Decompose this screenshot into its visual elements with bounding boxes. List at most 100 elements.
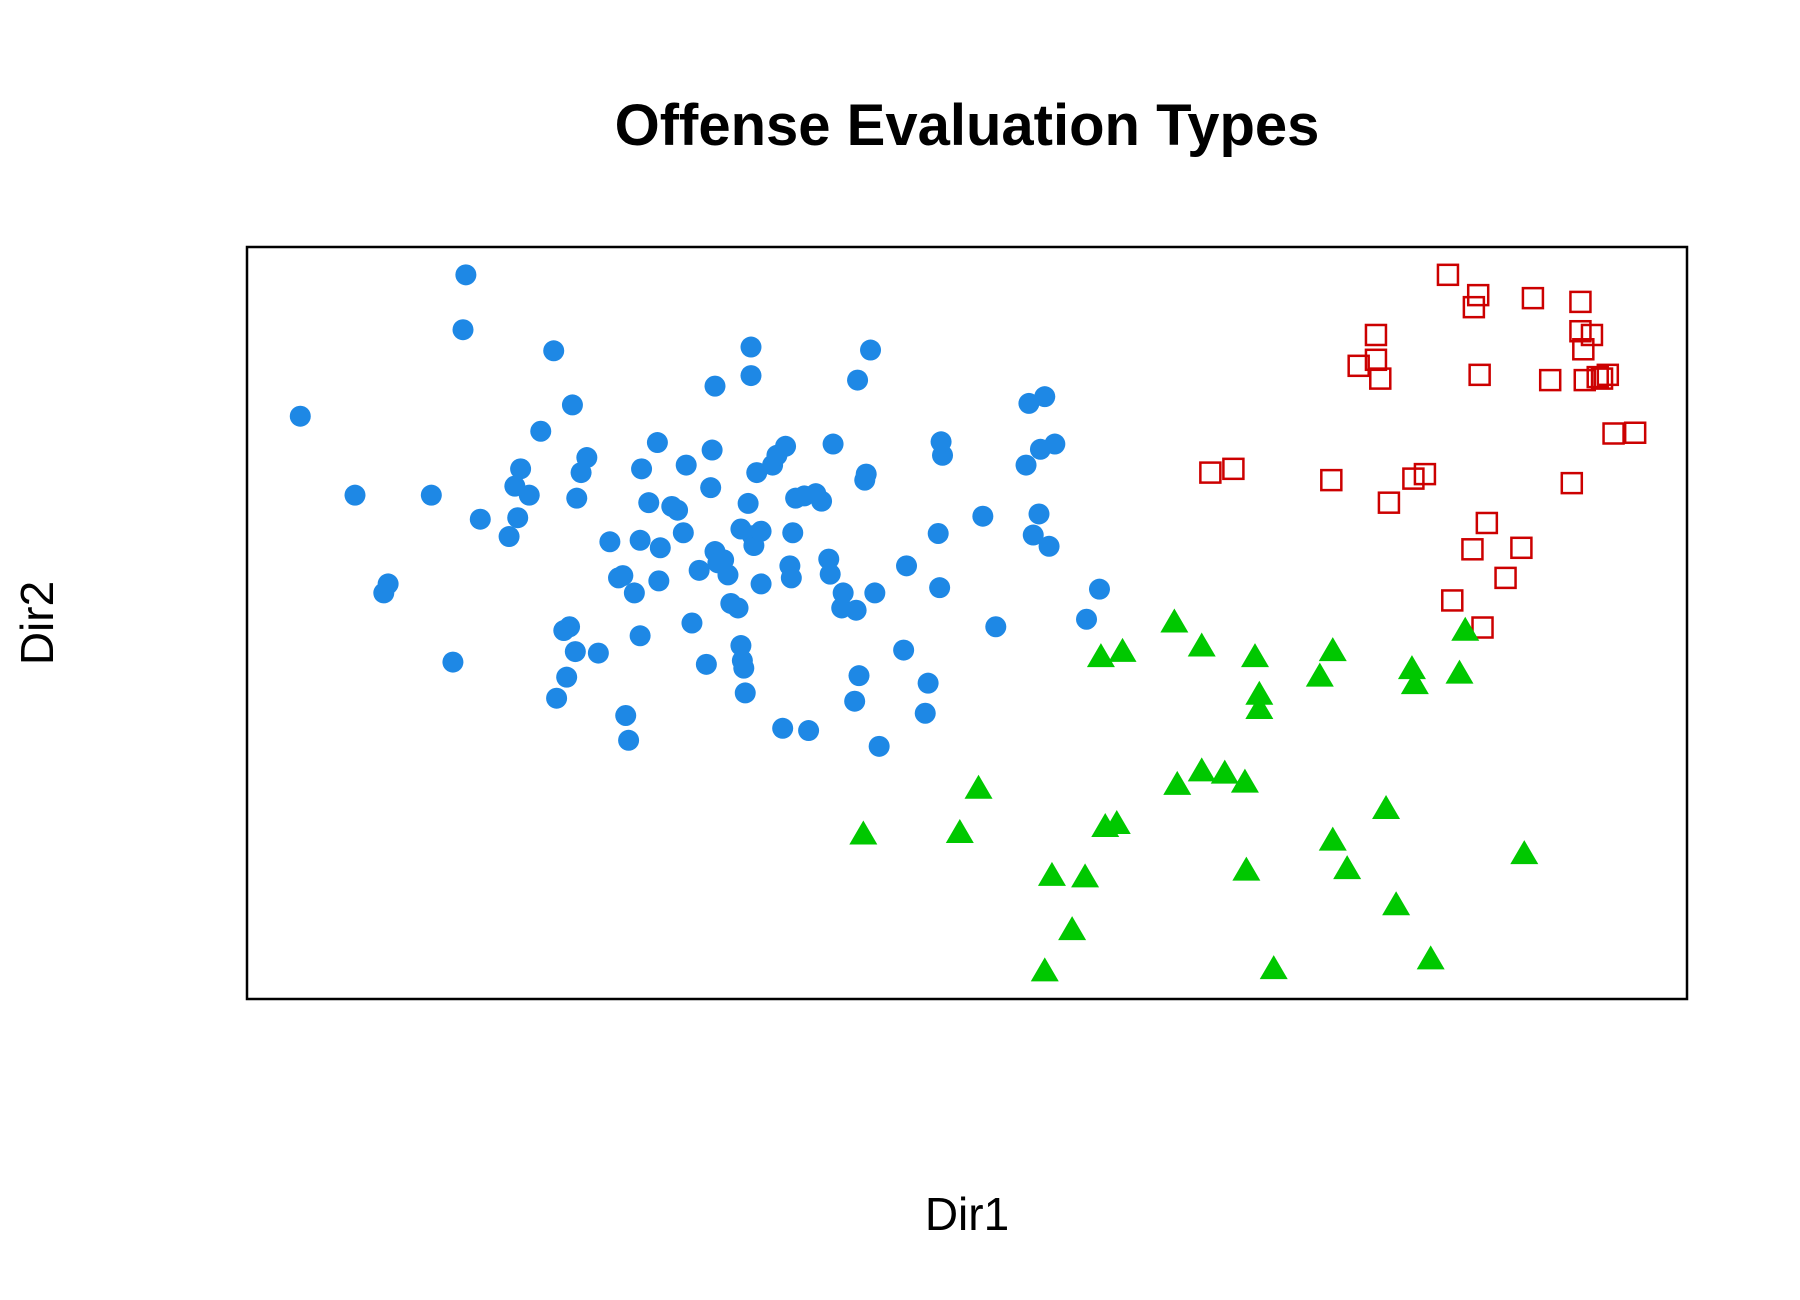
blue-circle-point xyxy=(896,555,918,577)
blue-circle-point xyxy=(615,704,637,726)
red-square-point xyxy=(1369,367,1392,390)
blue-circle-point xyxy=(648,570,670,592)
red-square-point xyxy=(1413,462,1437,486)
blue-circle-point xyxy=(546,687,568,709)
blue-circle-point xyxy=(717,564,739,586)
green-triangle-point xyxy=(1259,955,1288,980)
green-triangle-point xyxy=(1102,810,1131,835)
red-square-point xyxy=(1466,283,1490,307)
red-square-point xyxy=(1538,368,1562,392)
red-square-point xyxy=(1475,511,1499,535)
blue-circle-point xyxy=(681,612,703,634)
blue-circle-point xyxy=(914,702,936,724)
blue-circle-point xyxy=(587,642,609,664)
red-square-point xyxy=(1560,471,1584,495)
blue-circle-point xyxy=(518,484,540,506)
blue-circle-point xyxy=(629,529,651,551)
chart-title: Offense Evaluation Types xyxy=(615,93,1320,158)
blue-circle-point xyxy=(811,490,833,512)
blue-circle-point xyxy=(344,484,366,506)
blue-circle-point xyxy=(688,559,710,581)
green-triangle-point xyxy=(1372,794,1401,819)
blue-circle-point xyxy=(822,433,844,455)
green-triangle-point xyxy=(1210,759,1239,784)
green-triangle-point xyxy=(1030,957,1059,982)
green-triangle-point xyxy=(1071,863,1100,888)
blue-circle-point xyxy=(750,520,772,542)
red-square-point xyxy=(1569,319,1592,343)
blue-circle-point xyxy=(469,508,491,530)
blue-circle-point xyxy=(1088,578,1110,600)
blue-circle-point xyxy=(618,729,640,751)
blue-circle-point xyxy=(868,735,890,757)
blue-circle-point xyxy=(420,484,442,506)
blue-circle-point xyxy=(737,492,759,514)
blue-circle-point xyxy=(576,447,598,469)
blue-circle-point xyxy=(442,651,464,673)
blue-circle-point xyxy=(623,582,645,604)
blue-circle-point xyxy=(734,682,756,704)
blue-circle-point xyxy=(818,548,840,570)
blue-circle-point xyxy=(530,420,552,442)
blue-circle-point xyxy=(847,369,869,391)
blue-circle-point xyxy=(455,264,477,286)
blue-circle-point xyxy=(629,625,651,647)
blue-circle-point xyxy=(510,458,532,480)
blue-circle-point xyxy=(1076,608,1098,630)
blue-circle-point xyxy=(564,641,586,663)
green-triangle-point xyxy=(1445,659,1474,684)
blue-circle-point xyxy=(772,717,794,739)
blue-circle-point xyxy=(1022,524,1044,546)
green-triangle-point xyxy=(1318,637,1347,662)
blue-circle-point xyxy=(733,657,755,679)
red-square-point xyxy=(1402,467,1425,490)
green-triangle-point xyxy=(1333,855,1362,880)
blue-circle-point xyxy=(556,666,578,688)
red-square-point xyxy=(1596,363,1620,387)
y-axis-label: Dir2 xyxy=(11,581,63,665)
green-triangle-point xyxy=(1232,856,1261,881)
red-square-point xyxy=(1364,323,1388,347)
green-triangle-point xyxy=(964,774,993,799)
red-square-point xyxy=(1320,468,1343,492)
red-square-point xyxy=(1347,354,1370,378)
red-square-point xyxy=(1602,422,1625,445)
green-triangle-point xyxy=(1318,826,1347,851)
green-triangle-point xyxy=(1397,655,1426,680)
blue-circle-point xyxy=(1028,503,1050,525)
red-square-point xyxy=(1572,338,1595,361)
blue-circle-point xyxy=(927,523,949,545)
blue-circle-point xyxy=(746,462,768,484)
blue-circle-point xyxy=(844,690,866,712)
blue-circle-point xyxy=(612,565,634,587)
blue-circle-point xyxy=(377,573,399,595)
blue-circle-point xyxy=(750,573,772,595)
blue-circle-point xyxy=(832,582,854,604)
green-triangle-point xyxy=(1160,608,1189,633)
green-triangle-point xyxy=(1163,770,1192,795)
red-square-point xyxy=(1623,421,1647,444)
blue-circle-point xyxy=(893,639,915,661)
blue-circle-point xyxy=(780,567,802,589)
red-square-point xyxy=(1377,491,1401,514)
blue-circle-point xyxy=(819,563,841,585)
red-square-point xyxy=(1494,566,1517,590)
red-square-point xyxy=(1222,457,1245,481)
red-square-point xyxy=(1569,290,1592,314)
blue-circle-point xyxy=(649,537,671,559)
red-square-point xyxy=(1462,295,1486,319)
blue-circle-point xyxy=(289,405,311,427)
blue-circle-point xyxy=(740,365,762,387)
green-triangle-point xyxy=(1037,861,1066,886)
green-triangle-point xyxy=(1187,632,1216,657)
red-square-point xyxy=(1441,589,1464,612)
plot-frame xyxy=(245,245,1689,1001)
blue-circle-point xyxy=(1034,386,1056,408)
blue-circle-point xyxy=(646,432,668,454)
blue-circle-point xyxy=(855,463,877,485)
green-triangle-point xyxy=(1230,768,1259,793)
blue-circle-point xyxy=(561,394,583,416)
green-triangle-point xyxy=(849,820,878,845)
red-square-point xyxy=(1436,263,1460,287)
